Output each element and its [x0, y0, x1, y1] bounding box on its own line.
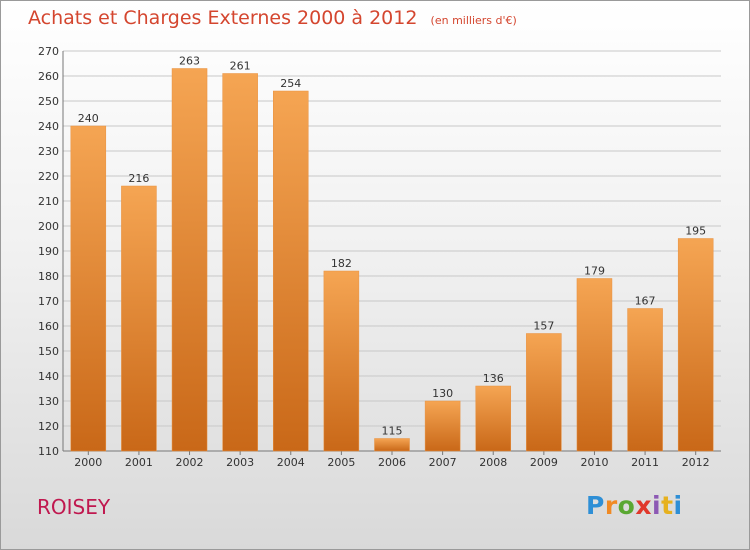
y-tick-label: 180: [38, 270, 59, 283]
x-tick-label: 2003: [226, 456, 254, 469]
x-tick-label: 2005: [327, 456, 355, 469]
y-tick-label: 150: [38, 345, 59, 358]
bar-value-label: 195: [685, 225, 706, 238]
x-tick-label: 2004: [277, 456, 305, 469]
chart-subtitle: (en milliers d'€): [430, 14, 517, 27]
x-tick-label: 2008: [479, 456, 507, 469]
x-tick-label: 2007: [429, 456, 457, 469]
bar-2000: [70, 125, 107, 452]
bar-value-label: 240: [78, 112, 99, 125]
bar-value-label: 182: [331, 257, 352, 270]
x-tick-label: 2002: [176, 456, 204, 469]
bar-value-label: 263: [179, 55, 200, 68]
bar-value-label: 130: [432, 387, 453, 400]
y-tick-label: 270: [38, 45, 59, 58]
y-tick-label: 200: [38, 220, 59, 233]
bar-2009: [526, 333, 562, 452]
y-tick-label: 240: [38, 120, 59, 133]
y-tick-label: 120: [38, 420, 59, 433]
bar-value-label: 261: [230, 60, 251, 73]
city-name: ROISEY: [37, 495, 111, 519]
bar-2008: [475, 385, 511, 452]
bar-2010: [576, 278, 613, 452]
bar-value-label: 216: [128, 172, 149, 185]
bar-2012: [677, 238, 714, 452]
bar-2011: [627, 308, 663, 452]
bar-value-label: 167: [635, 295, 656, 308]
bar-value-label: 179: [584, 265, 605, 278]
bar-2002: [171, 68, 208, 452]
chart-title: Achats et Charges Externes 2000 à 2012: [28, 7, 418, 29]
x-tick-label: 2011: [631, 456, 659, 469]
x-tick-label: 2000: [74, 456, 102, 469]
y-tick-label: 230: [38, 145, 59, 158]
x-tick-label: 2001: [125, 456, 153, 469]
y-tick-label: 220: [38, 170, 59, 183]
x-tick-label: 2012: [682, 456, 710, 469]
x-tick-label: 2006: [378, 456, 406, 469]
x-tick-label: 2010: [580, 456, 608, 469]
bar-2003: [222, 73, 258, 452]
y-tick-label: 140: [38, 370, 59, 383]
y-tick-label: 160: [38, 320, 59, 333]
bar-2006: [374, 438, 410, 452]
y-tick-label: 250: [38, 95, 59, 108]
bar-2001: [121, 185, 157, 452]
x-tick-label: 2009: [530, 456, 558, 469]
bar-value-label: 136: [483, 372, 504, 385]
bar-value-label: 157: [533, 320, 554, 333]
proxiti-logo: Proxiti: [586, 491, 683, 520]
y-tick-label: 110: [38, 445, 59, 458]
y-tick-label: 190: [38, 245, 59, 258]
bar-2005: [323, 270, 360, 452]
bar-value-label: 254: [280, 77, 301, 90]
bar-value-label: 115: [382, 425, 403, 438]
y-tick-label: 210: [38, 195, 59, 208]
title-block: Achats et Charges Externes 2000 à 2012 (…: [28, 7, 517, 29]
bar-2004: [273, 90, 309, 452]
y-tick-label: 260: [38, 70, 59, 83]
y-tick-label: 170: [38, 295, 59, 308]
bar-2007: [424, 400, 461, 452]
y-tick-label: 130: [38, 395, 59, 408]
